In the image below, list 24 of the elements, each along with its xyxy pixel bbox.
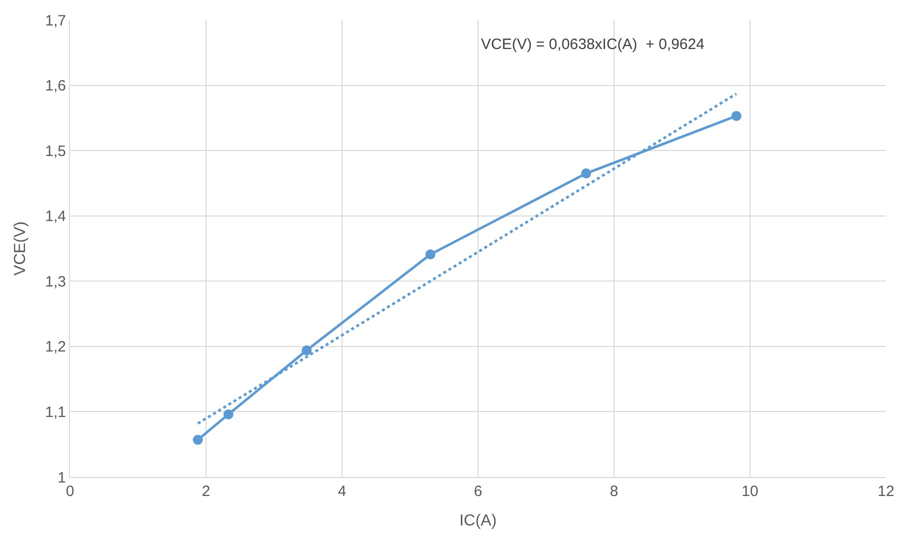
point <box>731 110 742 121</box>
y-tick-label: 1 <box>58 469 66 486</box>
y-tick-label: 1,2 <box>45 338 66 356</box>
y-tick-label: 1,5 <box>45 142 66 160</box>
x-tick-label: 6 <box>474 483 482 500</box>
x-axis-title: IC(A) <box>459 512 497 530</box>
y-tick-label: 1,6 <box>45 78 66 95</box>
y-tick-label: 1,1 <box>45 404 66 421</box>
x-tick-label: 0 <box>66 483 74 500</box>
point <box>425 249 436 260</box>
x-tick-label: 4 <box>338 483 346 500</box>
x-tick-label: 2 <box>202 483 210 500</box>
point <box>302 345 312 356</box>
point <box>581 168 592 178</box>
annotation: VCE(V) = 0,0638xIC(A) + 0,9624 <box>481 36 704 53</box>
x-tick-label: 8 <box>610 483 618 500</box>
y-tick-label: 1,7 <box>45 12 66 30</box>
x-tick-label: 10 <box>742 483 758 500</box>
y-tick-label: 1,3 <box>45 273 66 290</box>
point <box>192 434 203 445</box>
y-tick-label: 1,4 <box>45 208 66 226</box>
y-axis-title: VCE(V) <box>12 221 30 276</box>
point <box>223 409 234 420</box>
x-tick-label: 12 <box>878 483 894 500</box>
